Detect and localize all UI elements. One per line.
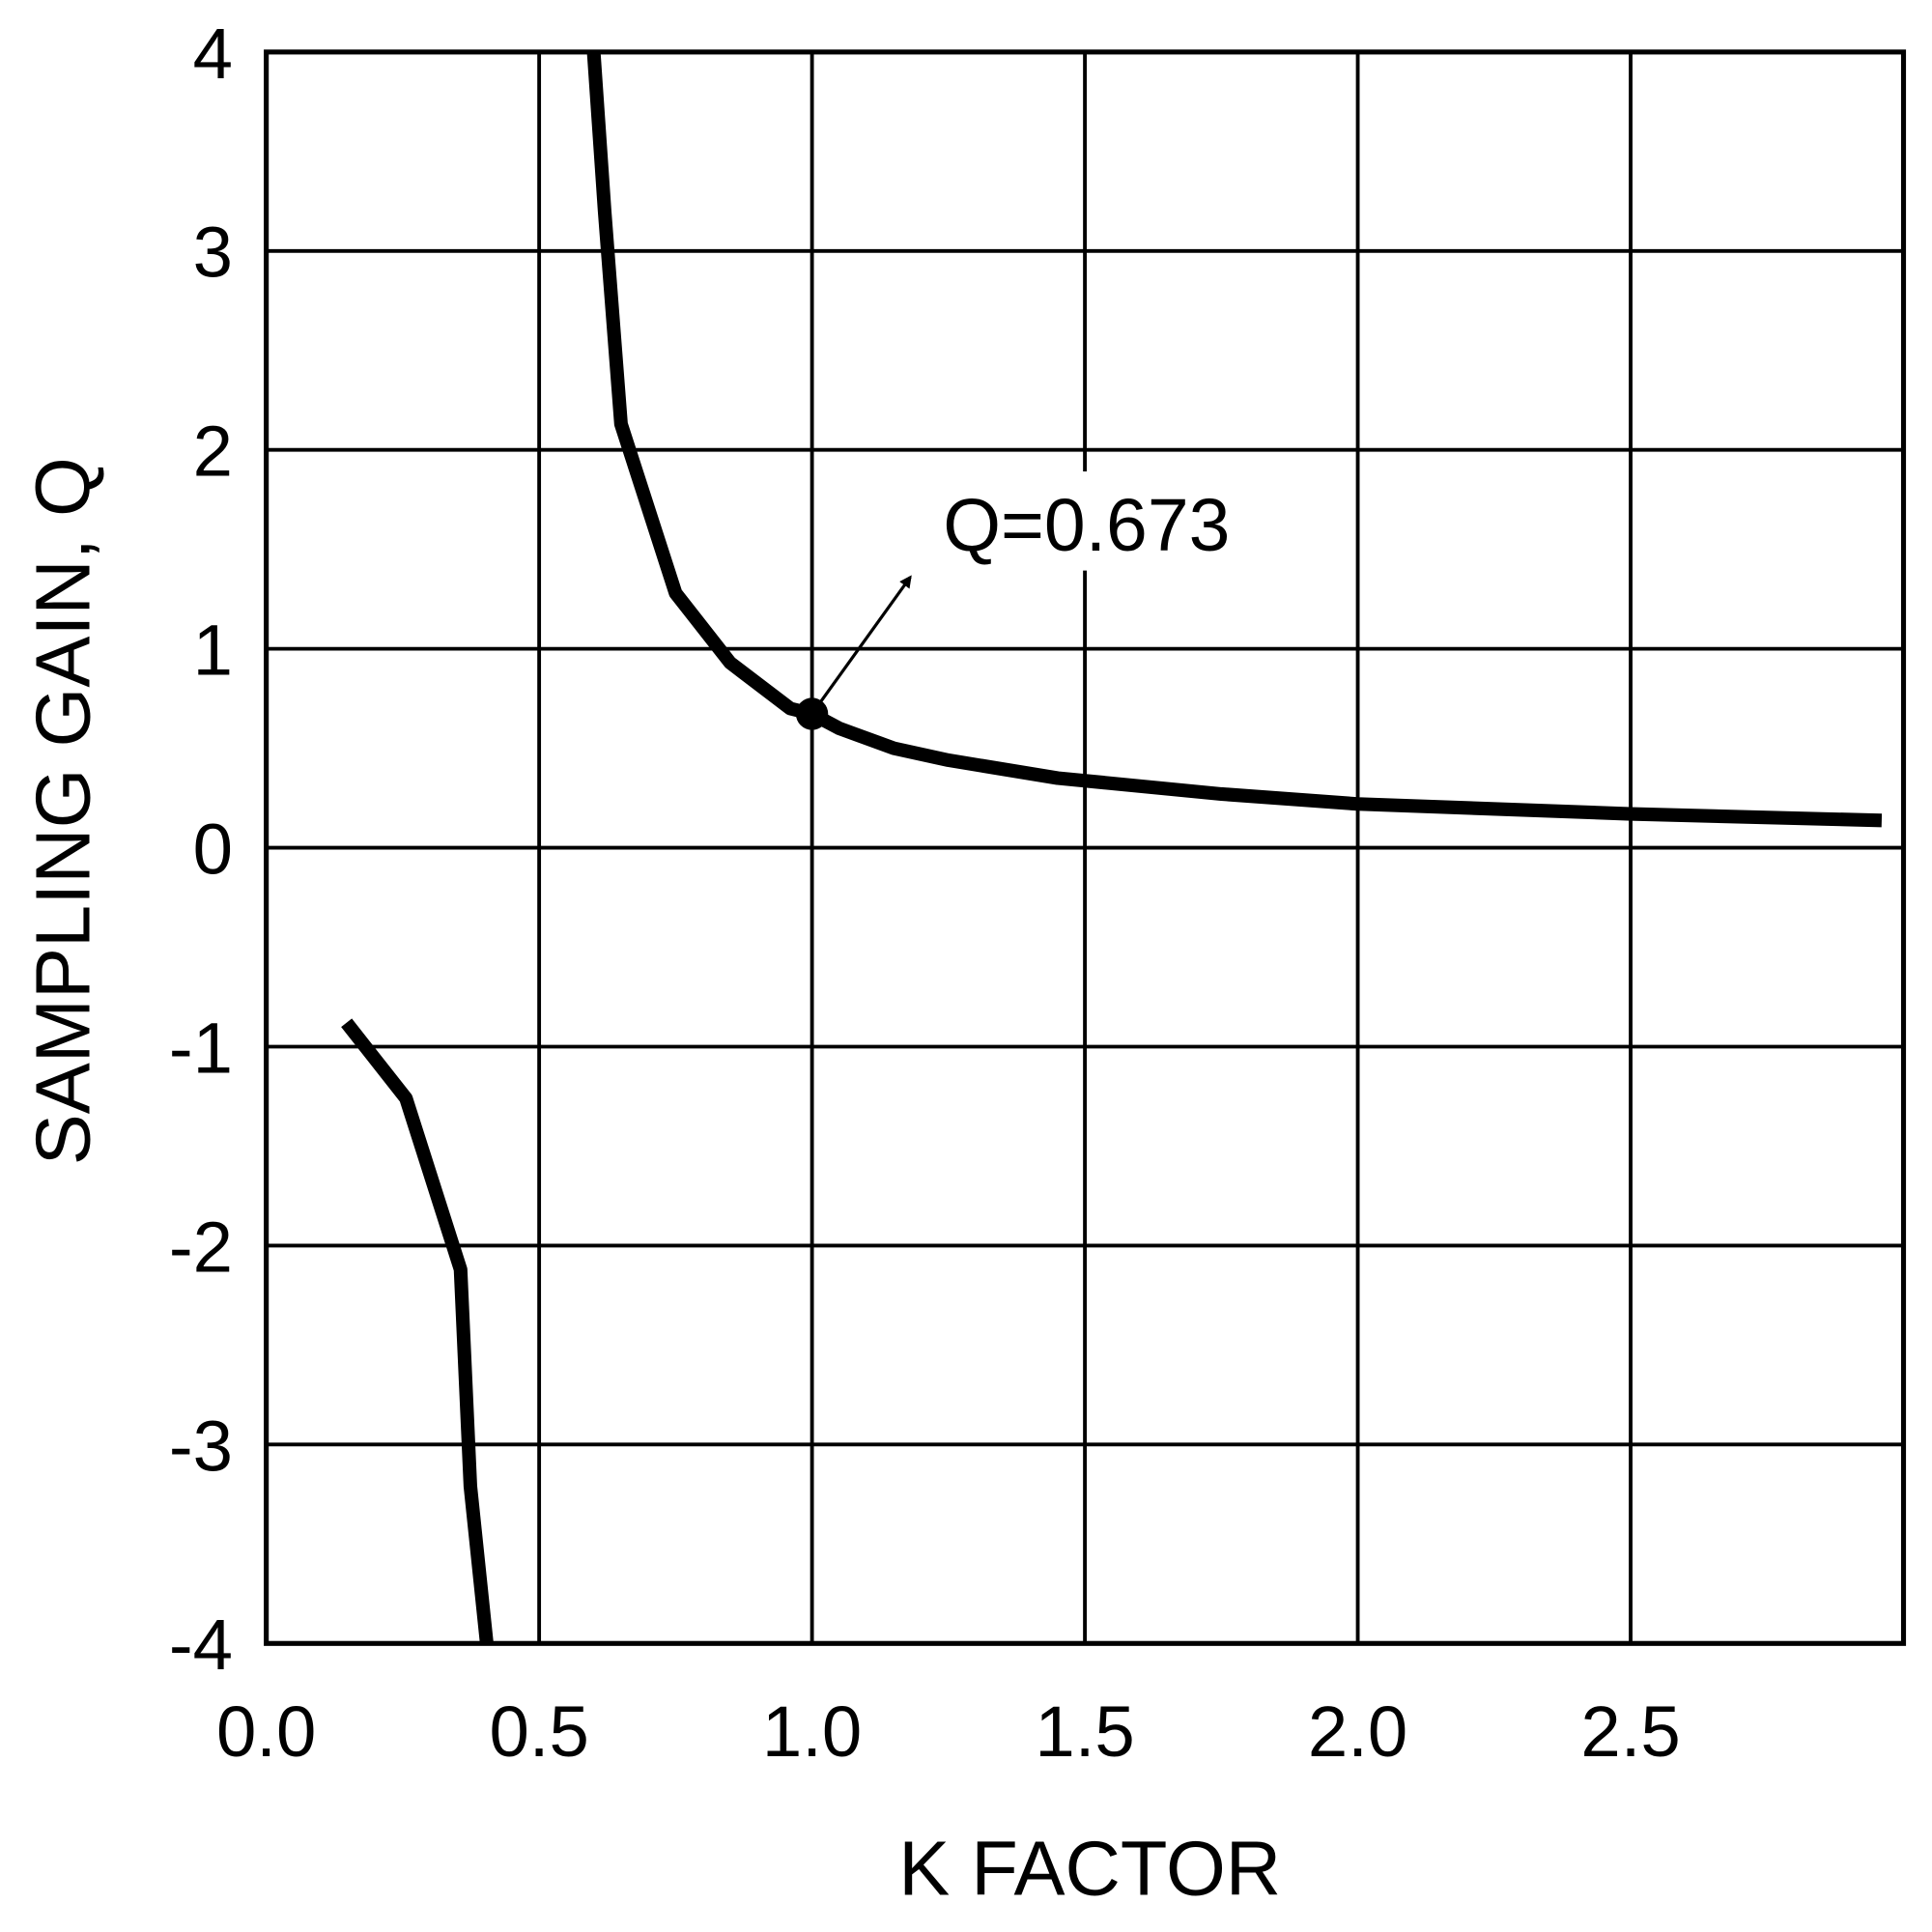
x-tick-label: 1.5 — [1035, 1691, 1134, 1772]
x-tick-label: 2.5 — [1580, 1691, 1680, 1772]
plot-frame — [264, 49, 1907, 1646]
y-tick-label: 2 — [193, 412, 233, 492]
x-axis-label: K FACTOR — [898, 1826, 1281, 1912]
annotation-arrow — [810, 575, 912, 715]
tick-labels: 0.0 0.5 1.0 1.5 2.0 2.5 4 3 2 1 0 -1 -2 -3 -4 — [169, 14, 1681, 1772]
x-tick-label: 2.0 — [1308, 1691, 1407, 1772]
y-tick-label: -3 — [169, 1406, 233, 1486]
x-tick-label: 0.0 — [216, 1691, 316, 1772]
y-axis-label: SAMPLING GAIN, Q — [19, 457, 105, 1165]
y-tick-label: -1 — [169, 1008, 233, 1088]
series-line-1 — [586, 51, 1883, 828]
annotation-background — [936, 471, 1284, 571]
y-tick-label: 0 — [193, 809, 233, 889]
grid — [264, 49, 1907, 1646]
x-tick-label: 1.0 — [762, 1691, 862, 1772]
y-tick-label: 3 — [193, 213, 233, 293]
annotation: Q=0.673 — [795, 471, 1284, 730]
y-tick-label: 4 — [193, 14, 233, 94]
marker-point — [795, 697, 829, 730]
series-lines — [341, 51, 1883, 1645]
y-tick-label: -4 — [169, 1605, 233, 1685]
series-line-2 — [341, 1018, 494, 1645]
annotation-label: Q=0.673 — [943, 484, 1230, 567]
x-tick-label: 0.5 — [489, 1691, 588, 1772]
y-tick-label: -2 — [169, 1207, 233, 1287]
y-tick-label: 1 — [193, 611, 233, 691]
